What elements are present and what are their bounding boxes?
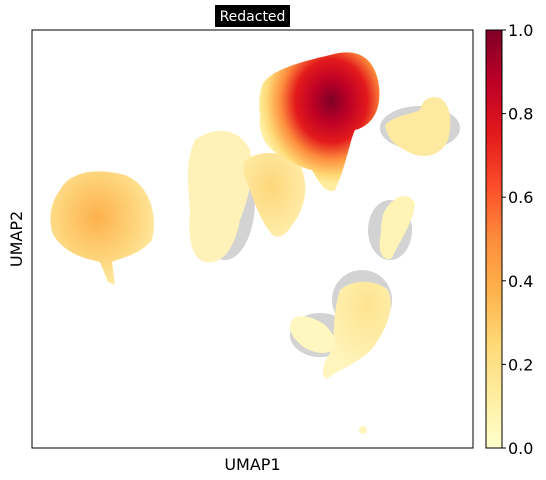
colorbar-tick-label: 0.2	[508, 355, 533, 374]
colorbar-tick-label: 0.6	[508, 188, 533, 207]
title-box	[215, 5, 290, 27]
cluster-bottom-arm	[290, 316, 336, 353]
colorbar	[485, 29, 503, 449]
density-cells	[50, 52, 451, 434]
colorbar-tick-label: 0.0	[508, 439, 533, 458]
colorbar-tick-label: 0.4	[508, 272, 533, 291]
cluster-top-right	[385, 97, 451, 156]
chart-title: Redacted	[220, 9, 286, 25]
cluster-center	[242, 153, 306, 237]
outlier-cell	[359, 426, 367, 434]
y-axis-label: UMAP2	[7, 211, 26, 267]
plot-area	[50, 52, 460, 434]
cluster-bottom-right	[322, 281, 391, 379]
x-axis-label: UMAP1	[224, 455, 280, 474]
colorbar-tick-label: 1.0	[508, 21, 533, 40]
cluster-left-blob	[50, 171, 154, 285]
plot-frame	[31, 29, 474, 449]
cluster-right-middle	[379, 195, 415, 260]
colorbar-ticks: 0.0 0.2 0.4 0.6 0.8 1.0	[502, 21, 533, 458]
cluster-center-left	[187, 130, 252, 263]
colorbar-tick-label: 0.8	[508, 105, 533, 124]
cluster-top-hotspot	[259, 52, 380, 191]
